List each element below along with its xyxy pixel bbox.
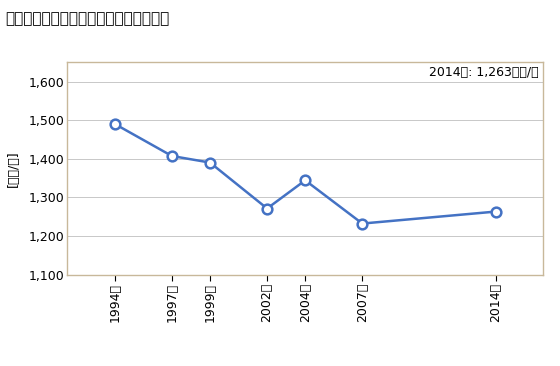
Text: 2014年: 1,263万円/人: 2014年: 1,263万円/人 [429,67,538,79]
Text: 商業の従業者一人当たり年間商品販売額: 商業の従業者一人当たり年間商品販売額 [6,11,170,26]
Y-axis label: [万円/人]: [万円/人] [7,150,20,187]
